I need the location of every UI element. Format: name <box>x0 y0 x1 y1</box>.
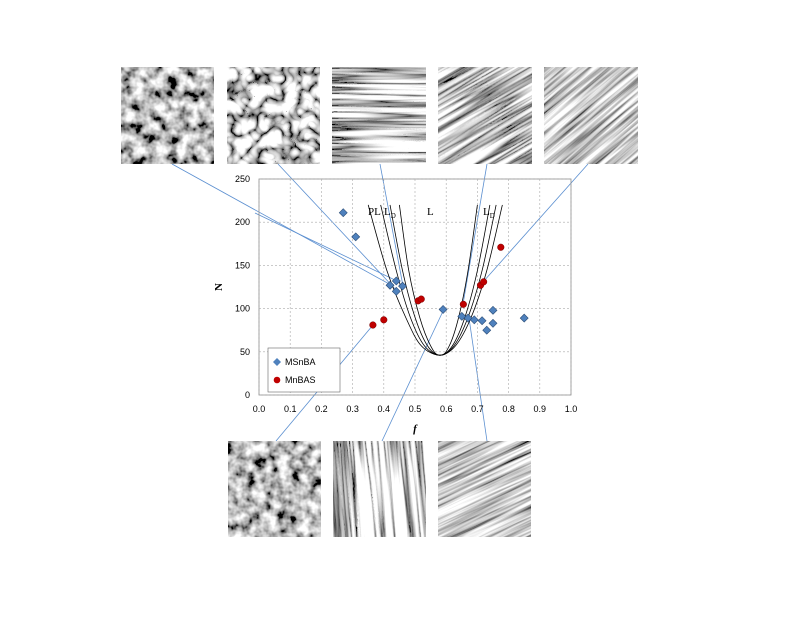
connectors <box>171 163 589 442</box>
y-tick-label: 100 <box>235 304 250 314</box>
point <box>488 318 498 328</box>
point <box>338 208 348 218</box>
micrographs <box>121 67 638 537</box>
connector <box>171 163 392 286</box>
phase-label: LD <box>384 206 396 220</box>
connector <box>379 163 404 287</box>
point <box>380 316 388 324</box>
phase-boundary <box>367 204 478 356</box>
phase-label-sub: D <box>490 212 495 220</box>
y-tick-label: 0 <box>245 390 250 400</box>
x-tick-label: 0.7 <box>471 404 484 414</box>
point <box>438 305 448 314</box>
legend-box <box>267 347 341 393</box>
legend-label: MnBAS <box>285 375 316 385</box>
connector <box>468 317 488 442</box>
point <box>463 313 473 323</box>
micrograph <box>438 67 532 164</box>
point <box>391 286 401 296</box>
point <box>457 311 467 321</box>
x-tick-label: 0.0 <box>253 404 266 414</box>
micrograph <box>332 67 426 164</box>
point <box>477 316 487 326</box>
y-tick-label: 50 <box>240 347 250 357</box>
phase-label-main: L <box>427 206 434 218</box>
phase-label-sub: D <box>391 212 396 220</box>
point <box>519 313 529 323</box>
connector <box>381 308 445 442</box>
x-axis-label: f <box>413 423 418 435</box>
x-tick-label: 0.3 <box>346 404 359 414</box>
phase-label-main: L <box>384 206 391 218</box>
point <box>459 300 467 308</box>
connector <box>462 163 488 305</box>
x-tick-label: 1.0 <box>565 404 578 414</box>
point <box>417 295 425 303</box>
point <box>391 276 401 286</box>
x-tick-label: 0.5 <box>409 404 422 414</box>
x-tick-label: 0.1 <box>284 404 297 414</box>
connector <box>254 212 398 282</box>
micrograph <box>121 67 214 164</box>
y-tick-label: 250 <box>235 174 250 184</box>
micrograph <box>544 67 638 164</box>
point <box>385 280 395 290</box>
x-tick-label: 0.4 <box>378 404 391 414</box>
x-tick-label: 0.8 <box>502 404 515 414</box>
x-tick-label: 0.9 <box>534 404 547 414</box>
y-tick-label: 200 <box>235 217 250 227</box>
legend-label: MSnBA <box>285 357 316 367</box>
connector <box>482 163 589 283</box>
y-axis-label: N <box>213 283 225 291</box>
point <box>351 232 361 242</box>
point <box>482 325 492 335</box>
point <box>398 281 407 291</box>
y-tick-label: 150 <box>235 260 250 270</box>
micrograph <box>228 441 321 537</box>
phase-label-main: L <box>483 206 490 218</box>
legend-marker <box>273 376 281 384</box>
phase-boundary <box>389 204 497 356</box>
micrograph <box>333 441 426 537</box>
x-tick-label: 0.6 <box>440 404 453 414</box>
x-tick-label: 0.2 <box>315 404 328 414</box>
phase-label: L <box>427 206 434 218</box>
legend-marker <box>273 358 281 366</box>
point <box>488 305 498 315</box>
connector <box>277 163 398 292</box>
micrograph <box>438 441 531 537</box>
phase-label: LD <box>483 206 495 220</box>
point <box>469 315 479 325</box>
point <box>480 278 488 286</box>
point <box>497 243 505 251</box>
point <box>369 321 377 329</box>
micrograph <box>227 67 320 164</box>
